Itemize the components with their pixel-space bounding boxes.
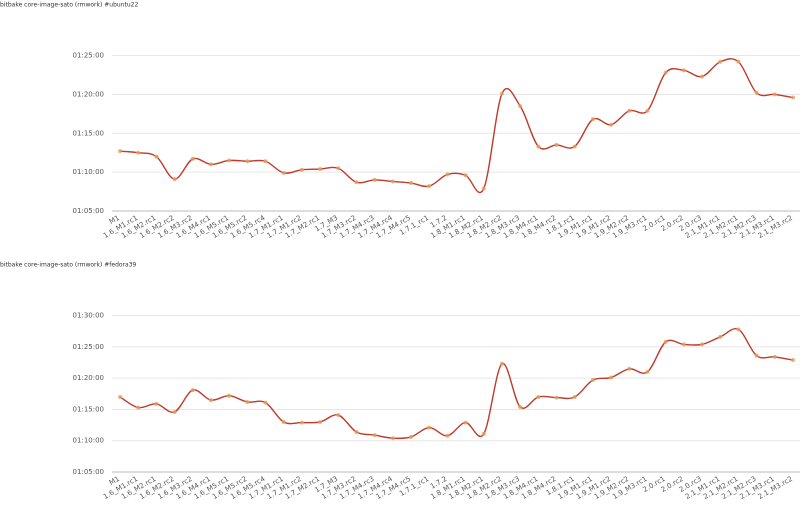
point [627,366,632,371]
point [372,433,377,438]
point [645,108,650,113]
point [227,393,232,398]
y-tick-label: 01:20:00 [73,90,104,98]
point [172,409,177,414]
point [227,158,232,163]
point [172,177,177,182]
point [700,74,705,79]
point [572,144,577,149]
y-tick-label: 01:30:00 [73,312,104,320]
point [299,420,304,425]
point [499,91,504,96]
y-tick-label: 01:25:00 [73,52,104,60]
point [700,342,705,347]
point [609,122,614,127]
point [445,433,450,438]
point [536,394,541,399]
point [409,181,414,186]
point [627,108,632,113]
point [354,180,359,185]
point [245,159,250,164]
y-tick-label: 01:15:00 [73,405,104,413]
point [118,149,122,154]
point [754,353,759,358]
point [336,413,341,418]
point [445,172,450,177]
point [427,425,432,430]
point [427,184,432,189]
point [499,361,504,366]
y-tick-label: 01:05:00 [73,207,104,215]
point [281,419,286,424]
point [681,68,686,73]
point [736,327,741,332]
y-tick-label: 01:10:00 [73,168,104,176]
point [791,95,795,100]
point [390,436,395,441]
point [263,159,268,164]
point [718,334,723,339]
point [536,144,541,149]
point [481,186,486,191]
point [609,375,614,380]
point [318,167,323,172]
point [590,117,595,122]
y-tick-label: 01:15:00 [73,129,104,137]
point [736,59,741,64]
point [118,394,122,399]
point [245,399,250,404]
point [281,170,286,175]
y-tick-label: 01:25:00 [73,343,104,351]
point [518,404,523,409]
point [136,405,141,410]
point [336,166,341,171]
point [263,400,268,405]
point [518,104,523,109]
point [318,419,323,424]
point [718,59,723,64]
point [772,92,777,97]
y-tick-label: 01:05:00 [73,468,104,476]
point [299,167,304,172]
chart-title: bitbake core-image-sato (rmwork) #ubuntu… [0,2,138,9]
point [154,154,159,159]
point [154,401,159,406]
point [481,431,486,436]
point [663,70,668,75]
point [663,339,668,344]
point [791,358,795,363]
point [208,398,213,403]
line [119,58,794,194]
point [590,378,595,383]
y-tick-label: 01:10:00 [73,437,104,445]
chart-title: bitbake core-image-sato (rmwork) #fedora… [0,262,137,269]
point [554,142,559,147]
point [772,354,777,359]
point [136,150,141,155]
line [119,328,794,440]
point [754,90,759,95]
point [681,342,686,347]
point [463,173,468,178]
point [354,429,359,434]
point [208,162,213,167]
point [372,177,377,182]
point [554,395,559,400]
y-tick-label: 01:20:00 [73,374,104,382]
point [572,394,577,399]
point [190,156,195,161]
point [463,420,468,425]
point [190,388,195,393]
point [390,179,395,184]
point [645,369,650,374]
point [409,434,414,439]
